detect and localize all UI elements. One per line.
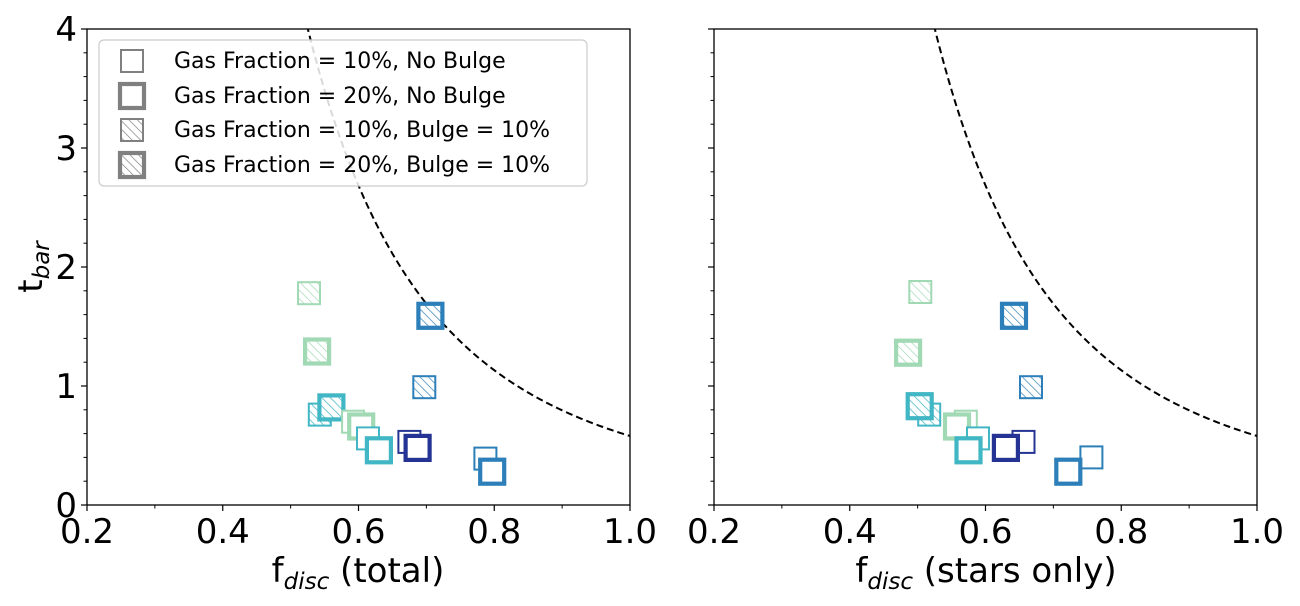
legend-label-gas20-bulge10: Gas Fraction = 20%, Bulge = 10% bbox=[174, 153, 550, 178]
legend: Gas Fraction = 10%, No Bulge Gas Fractio… bbox=[98, 39, 588, 187]
right-data-point bbox=[908, 280, 933, 304]
right-xtick-label: 0.4 bbox=[823, 512, 877, 552]
left-data-point bbox=[317, 393, 346, 422]
right-data-point bbox=[999, 301, 1029, 330]
left-data-point bbox=[416, 301, 445, 330]
legend-marker bbox=[120, 118, 144, 142]
right-xtick-label: 1.0 bbox=[1230, 512, 1284, 552]
left-ytick-label: 1 bbox=[55, 367, 77, 407]
left-ylabel: tbar bbox=[11, 240, 55, 293]
right-data-point bbox=[893, 338, 923, 367]
legend-label-gas10-nobulge: Gas Fraction = 10%, No Bulge bbox=[174, 49, 506, 74]
left-xtick-label: 1.0 bbox=[603, 512, 657, 552]
legend-label-gas10-bulge10: Gas Fraction = 10%, Bulge = 10% bbox=[174, 118, 550, 143]
right-data-point bbox=[1019, 375, 1043, 400]
right-data-point bbox=[954, 436, 983, 465]
right-xtick-label: 0.6 bbox=[958, 512, 1012, 552]
right-data-point bbox=[1079, 445, 1104, 470]
left-data-point bbox=[412, 375, 437, 400]
left-xtick-label: 0.4 bbox=[196, 512, 250, 552]
legend-marker bbox=[117, 81, 147, 111]
left-data-point bbox=[364, 436, 393, 465]
panel-right: 0.2 0.4 0.6 0.8 1.0 fdisc (stars only) bbox=[687, 28, 1284, 595]
right-threshold-curve bbox=[933, 29, 1257, 437]
left-data-point bbox=[297, 281, 321, 306]
right-data-point bbox=[905, 392, 934, 421]
left-xtick-label: 0.8 bbox=[467, 512, 521, 552]
legend-label-gas20-nobulge: Gas Fraction = 20%, No Bulge bbox=[174, 84, 506, 109]
left-data-point bbox=[303, 337, 332, 366]
left-data-point bbox=[478, 457, 507, 486]
right-data-point bbox=[991, 433, 1021, 462]
right-xlabel: fdisc (stars only) bbox=[855, 551, 1116, 595]
left-data-point bbox=[403, 433, 432, 462]
right-xtick-label: 0.2 bbox=[687, 512, 741, 552]
left-xtick-label: 0.6 bbox=[331, 512, 385, 552]
left-ytick-label: 2 bbox=[55, 248, 77, 288]
left-ytick-label: 3 bbox=[55, 129, 77, 169]
left-ytick-label: 4 bbox=[55, 10, 77, 50]
legend-marker bbox=[117, 150, 147, 180]
left-xtick-label: 0.2 bbox=[60, 512, 114, 552]
right-data-point bbox=[942, 412, 972, 441]
left-xlabel: fdisc (total) bbox=[272, 551, 445, 595]
right-data-point bbox=[1054, 457, 1083, 486]
legend-marker bbox=[120, 49, 144, 73]
legend-box bbox=[98, 39, 588, 187]
left-threshold-curve bbox=[306, 29, 630, 437]
left-ytick-label: 0 bbox=[55, 486, 77, 526]
right-xtick-label: 0.8 bbox=[1094, 512, 1148, 552]
